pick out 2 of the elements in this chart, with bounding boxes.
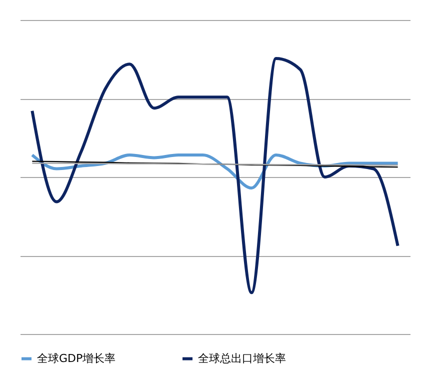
legend-label: 全球GDP增长率	[37, 352, 116, 365]
legend-label: 全球总出口增长率	[198, 352, 286, 365]
